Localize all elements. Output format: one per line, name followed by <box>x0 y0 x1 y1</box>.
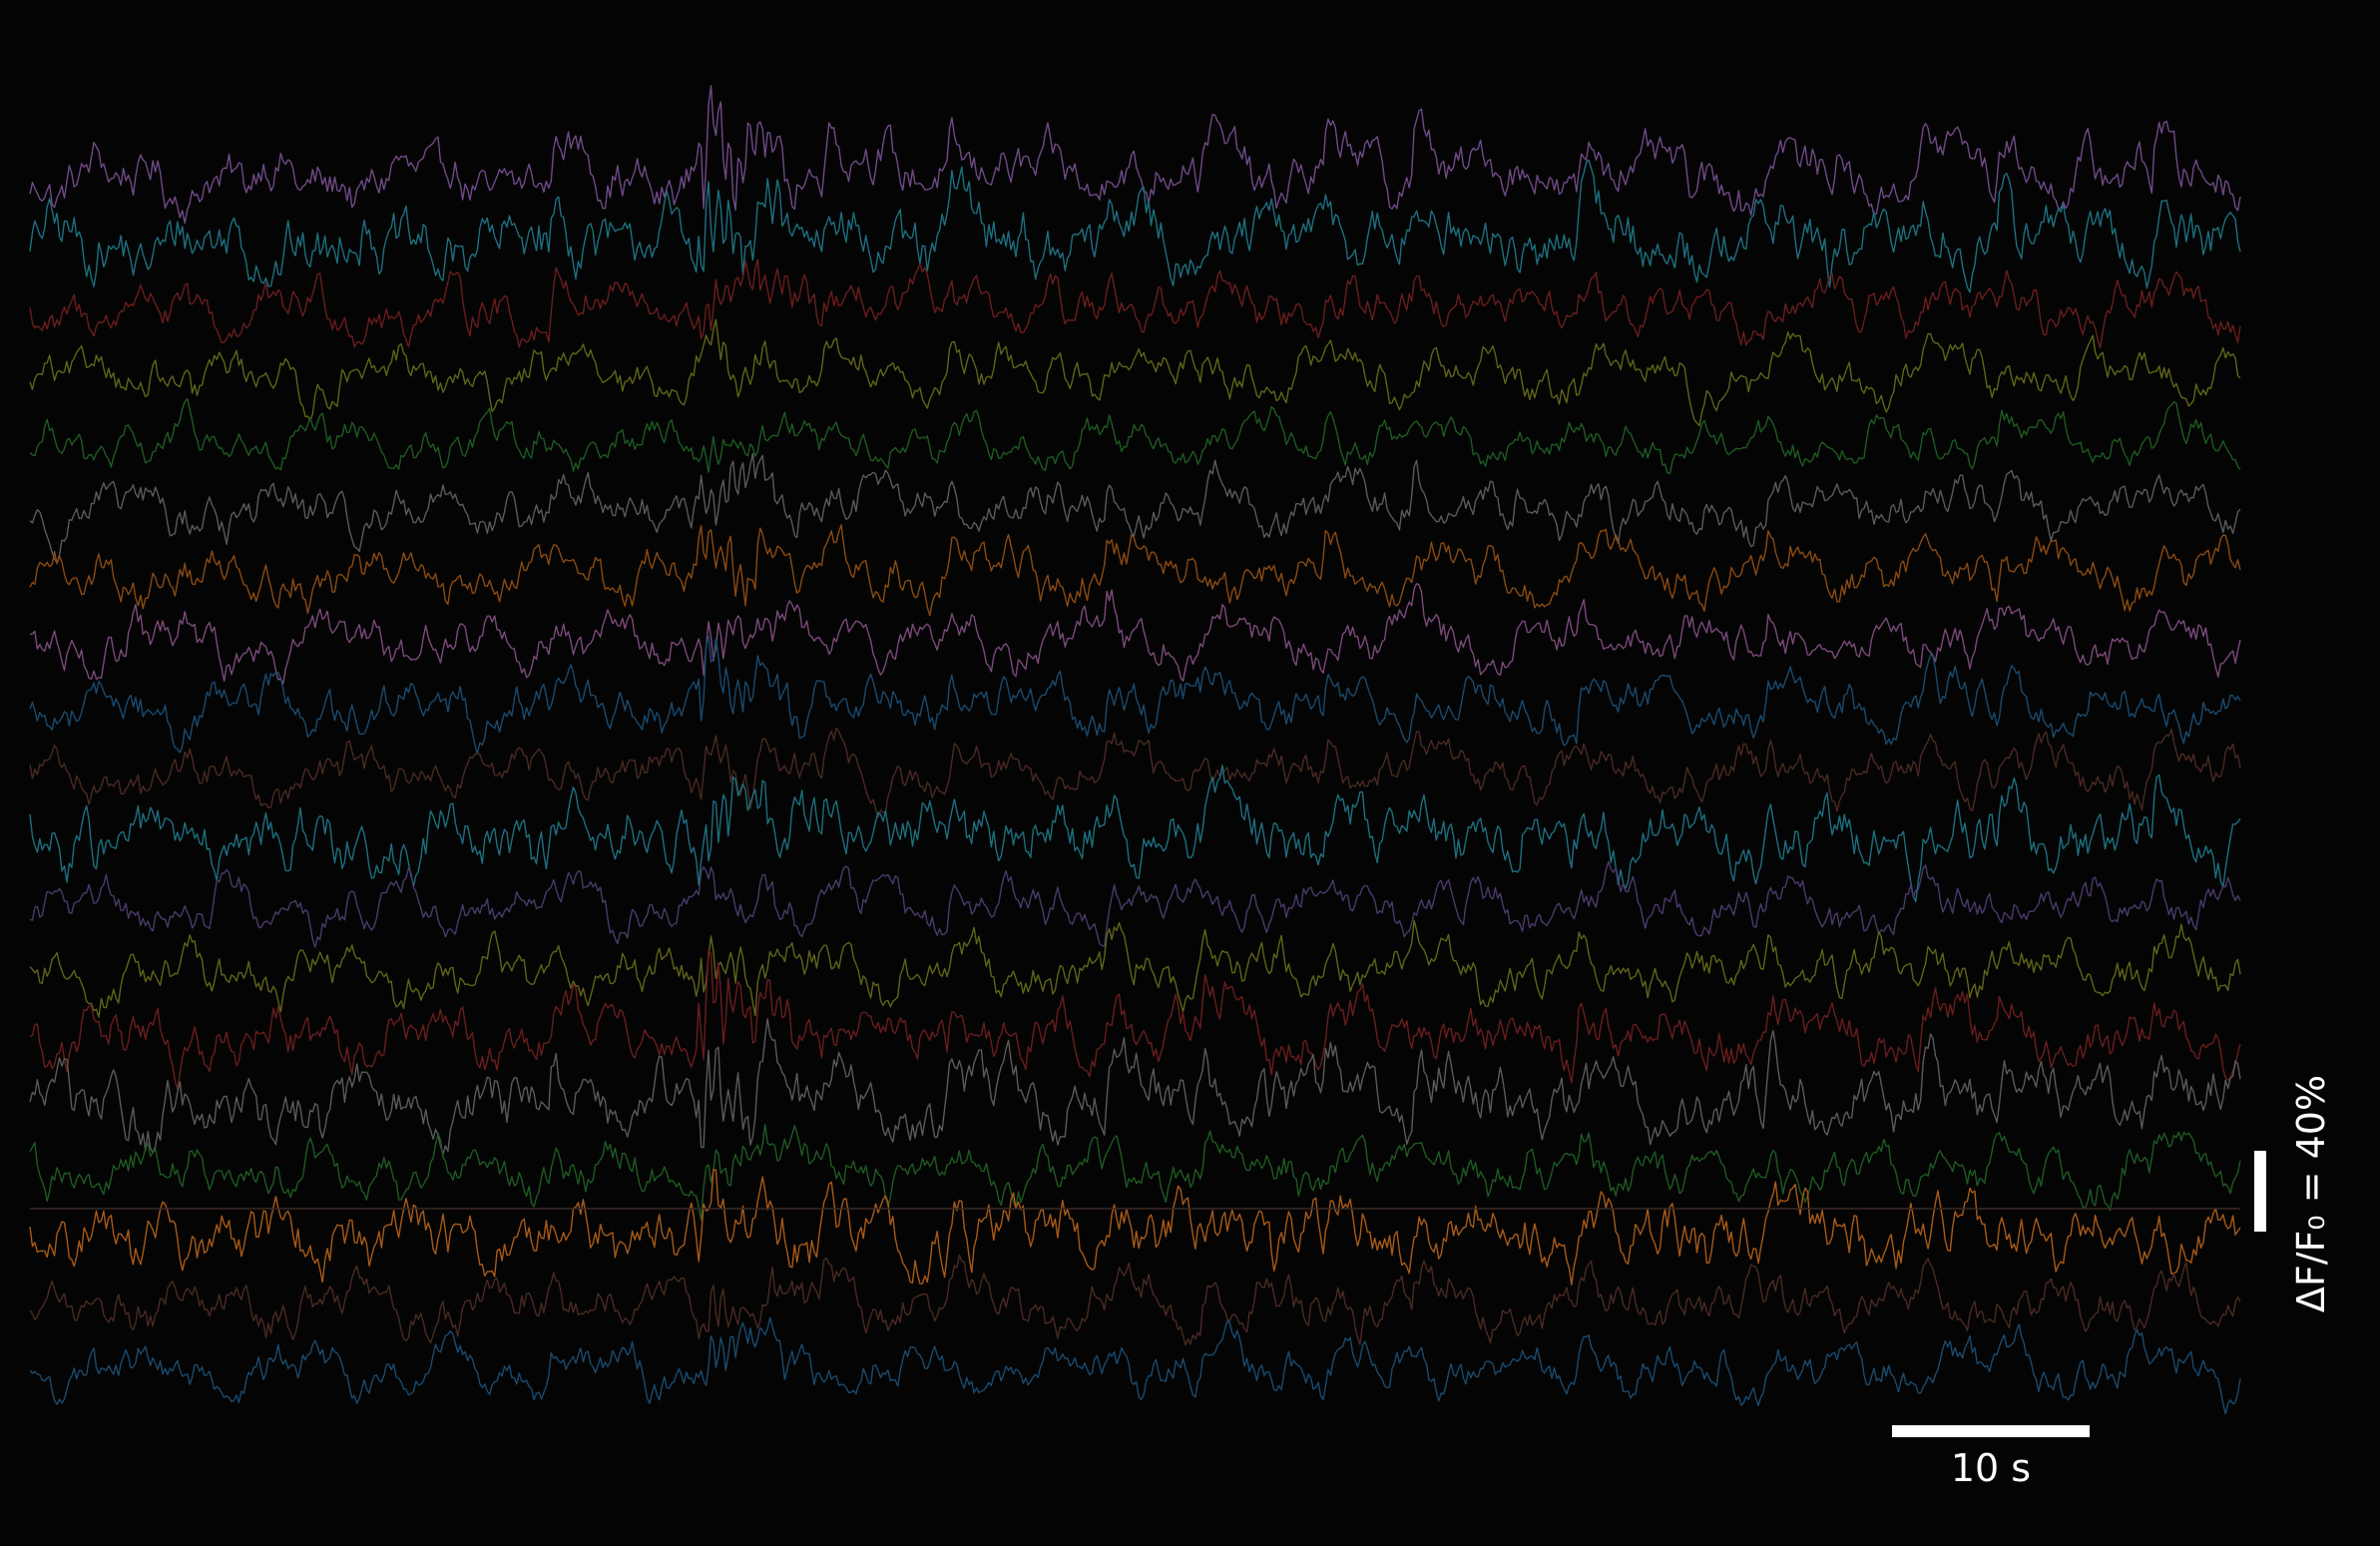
trace-t4 <box>30 319 2240 425</box>
trace-t5 <box>30 399 2240 474</box>
amplitude-scalebar <box>2254 1151 2266 1232</box>
trace-t19 <box>30 1318 2240 1414</box>
amplitude-scalebar-label: ΔF/F₀ = 40% <box>2289 1075 2333 1312</box>
trace-t16 <box>30 1125 2240 1221</box>
trace-t11 <box>30 766 2240 902</box>
trace-t6 <box>30 453 2240 562</box>
trace-t15 <box>30 1019 2240 1155</box>
trace-t18 <box>30 1255 2240 1344</box>
trace-t3 <box>30 259 2240 348</box>
trace-t13 <box>30 920 2240 1017</box>
trace-t10 <box>30 729 2240 817</box>
time-scalebar <box>1892 1425 2090 1437</box>
trace-t9 <box>30 636 2240 754</box>
trace-t1 <box>30 86 2240 224</box>
traces-group <box>30 86 2240 1414</box>
trace-t8 <box>30 584 2240 684</box>
time-scalebar-label: 10 s <box>1951 1446 2031 1490</box>
